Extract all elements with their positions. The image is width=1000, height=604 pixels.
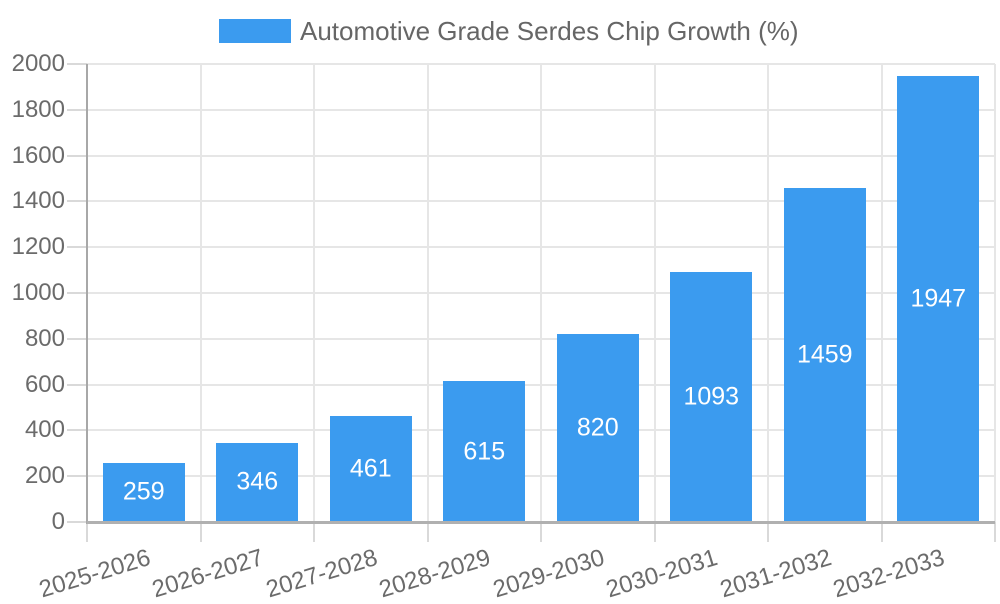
y-axis-tick-mark [67,108,87,111]
y-tick-label: 600 [24,370,65,398]
x-tick-label: 2032-2033 [830,544,949,604]
x-tick-label: 2031-2032 [716,544,835,604]
y-axis-tick-mark [67,246,87,249]
bar-value-label: 259 [122,477,165,506]
legend-swatch [219,19,291,43]
y-axis-tick-mark [67,292,87,294]
x-axis-tick-mark [426,522,429,542]
y-axis-tick-mark [67,63,87,65]
bar [783,187,866,522]
x-tick-label: 2027-2028 [262,544,381,604]
x-tick-label: 2030-2031 [603,544,722,604]
bar-value-label: 615 [463,437,506,466]
y-tick-label: 1800 [11,95,65,123]
legend[interactable]: Automotive Grade Serdes Chip Growth (%) [219,16,799,46]
y-tick-label: 1400 [11,187,65,215]
gridline-vertical [313,64,315,522]
legend-label: Automotive Grade Serdes Chip Growth (%) [300,16,799,46]
x-axis-tick-mark [199,522,202,542]
bar [670,271,753,522]
bar-value-label: 346 [236,467,279,496]
y-axis-line [86,64,88,524]
y-tick-label: 200 [24,462,65,490]
bar-value-label: 820 [576,413,619,442]
bar-value-label: 1459 [796,340,853,369]
y-tick-label: 400 [24,416,65,444]
y-tick-label: 1200 [11,233,65,261]
x-tick-label: 2026-2027 [149,544,268,604]
x-axis-tick-mark [653,522,656,542]
gridline-vertical [880,64,883,522]
bar [556,334,639,522]
y-axis-tick-mark [67,200,87,203]
x-axis-line [87,521,995,524]
x-axis-tick-mark [540,522,542,542]
bar [329,416,412,522]
y-tick-label: 800 [24,324,65,352]
x-axis-tick-mark [880,522,883,542]
y-axis-tick-mark [67,475,87,478]
x-tick-label: 2025-2026 [35,544,154,604]
y-tick-label: 0 [51,508,65,535]
gridline-vertical [767,64,769,522]
bar [897,76,980,522]
y-tick-label: 1000 [11,279,65,306]
gridline-vertical [199,64,202,522]
bar [216,442,299,522]
x-axis-tick-mark [994,522,996,542]
bar-value-label: 1947 [910,284,967,313]
y-axis-tick-mark [67,154,87,157]
bar-value-label: 461 [349,454,392,483]
gridline-vertical [540,64,542,522]
bar [443,381,526,522]
y-axis-tick-mark [67,337,87,340]
x-axis-tick-mark [767,522,769,542]
y-axis-tick-mark [67,429,87,432]
x-axis-tick-mark [313,522,315,542]
gridline-vertical [426,64,429,522]
y-tick-label: 2000 [11,50,65,77]
y-axis-tick-mark [67,383,87,386]
y-axis-tick-mark [67,521,87,523]
bar-value-label: 1093 [683,382,740,411]
x-tick-label: 2028-2029 [376,544,495,604]
x-tick-label: 2029-2030 [489,544,608,604]
y-tick-label: 1600 [11,141,65,169]
x-axis-tick-mark [86,522,88,542]
gridline-vertical [653,64,656,522]
bar [102,462,185,522]
gridline-vertical [994,64,996,522]
